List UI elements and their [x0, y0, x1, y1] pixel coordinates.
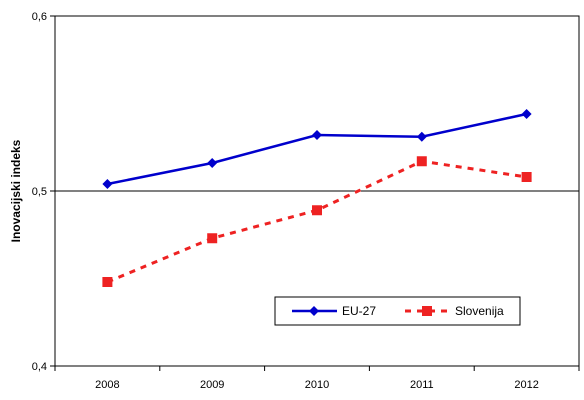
axis-layer: 0,4 0,5 0,6 2008 2009 2010 2011 2012 [32, 11, 580, 391]
data-point [521, 172, 532, 182]
x-tick-label: 2012 [514, 379, 538, 391]
x-tick-label: 2011 [410, 379, 434, 391]
legend-marker [422, 306, 432, 316]
series-layer [102, 109, 532, 287]
data-point [521, 109, 532, 119]
legend-label: EU-27 [342, 304, 376, 318]
x-tick-label: 2009 [200, 379, 224, 391]
data-point [416, 156, 427, 167]
series-2 [102, 156, 532, 287]
series-1 [102, 109, 532, 189]
legend-marker [309, 306, 319, 316]
data-point [102, 179, 113, 189]
y-tick-label: 0,6 [32, 11, 47, 23]
y-tick-label: 0,4 [32, 361, 47, 373]
x-tick-label: 2010 [305, 379, 329, 391]
data-point [207, 233, 218, 244]
legend-label: Slovenija [455, 304, 504, 318]
x-tick-label: 2008 [95, 379, 119, 391]
legend: EU-27 Slovenija [274, 296, 521, 326]
series-line [106, 159, 527, 284]
data-point [312, 130, 322, 140]
data-point [416, 131, 427, 142]
data-point [102, 277, 113, 287]
data-point [312, 205, 322, 216]
data-point [207, 158, 218, 168]
y-axis-title: Inovacijski indeks [9, 139, 23, 242]
y-tick-label: 0,5 [32, 186, 47, 198]
